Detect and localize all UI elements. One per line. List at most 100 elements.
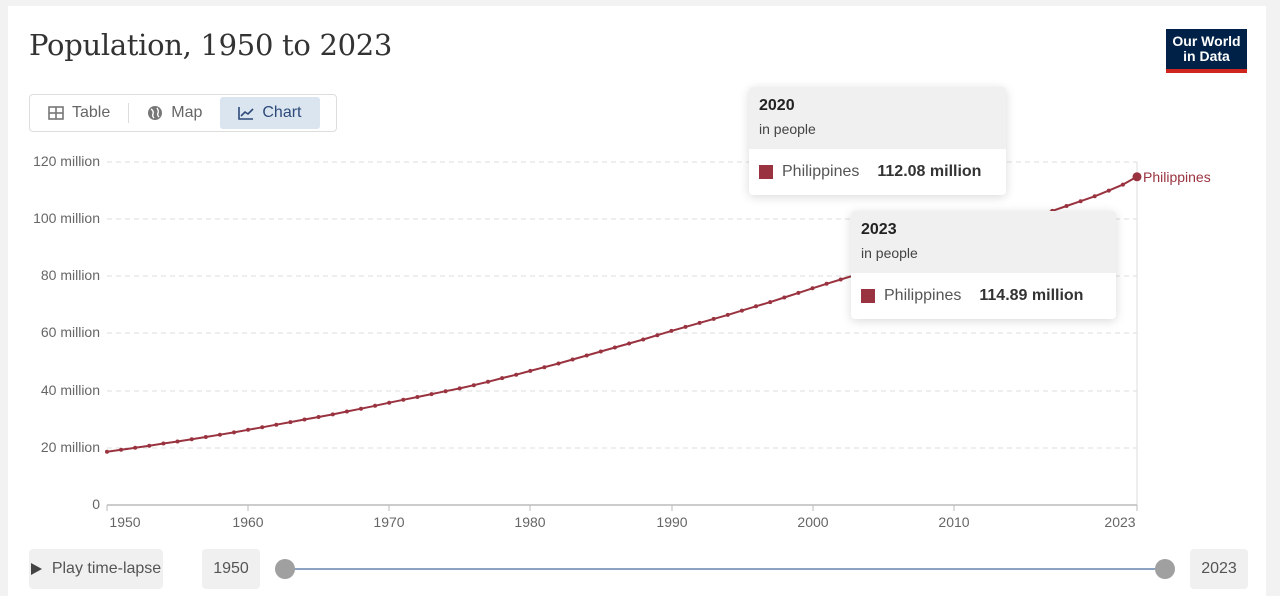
tab-table-label: Table [72, 104, 111, 121]
x-tick-label: 1990 [656, 514, 688, 530]
data-point[interactable] [655, 333, 660, 338]
timeline-track[interactable] [285, 568, 1165, 570]
line-chart-icon [238, 107, 254, 120]
data-point[interactable] [246, 427, 251, 432]
data-point[interactable] [810, 286, 815, 291]
data-point[interactable] [217, 432, 222, 437]
data-point[interactable] [782, 295, 787, 300]
data-point[interactable] [669, 328, 674, 333]
tab-chart[interactable]: Chart [220, 97, 320, 129]
tooltip-year: 2020 [759, 97, 795, 114]
tab-map[interactable]: Map [129, 95, 220, 131]
play-timelapse-button[interactable]: Play time-lapse [29, 549, 163, 589]
tooltip-entity: Philippines [782, 163, 860, 180]
data-point[interactable] [274, 422, 279, 427]
data-point[interactable] [824, 281, 829, 286]
data-point[interactable] [401, 397, 406, 402]
owid-logo[interactable]: Our World in Data [1166, 29, 1247, 73]
y-tick-label: 60 million [40, 324, 100, 340]
series-color-swatch [759, 165, 773, 179]
start-year-box[interactable]: 1950 [202, 549, 260, 589]
data-point[interactable] [105, 449, 109, 454]
data-point[interactable] [796, 290, 801, 295]
data-point[interactable] [697, 320, 702, 325]
tooltip-unit: in people [861, 245, 918, 261]
tooltip-value: 112.08 million [877, 163, 982, 180]
data-point[interactable] [429, 392, 434, 397]
tooltip-year: 2023 [861, 221, 897, 238]
data-point[interactable] [161, 441, 166, 446]
logo-line-1: Our World [1172, 33, 1241, 49]
data-point[interactable] [1106, 188, 1111, 193]
y-tick-label: 40 million [40, 382, 100, 398]
timeline-end-handle[interactable] [1155, 559, 1175, 579]
data-point[interactable] [739, 308, 744, 313]
tab-table[interactable]: Table [30, 95, 128, 131]
data-point[interactable] [1064, 204, 1069, 208]
end-point-marker [1132, 172, 1142, 182]
data-point[interactable] [232, 430, 236, 435]
data-point[interactable] [528, 368, 533, 373]
data-point[interactable] [1078, 199, 1083, 204]
data-point[interactable] [260, 425, 265, 430]
data-point[interactable] [415, 395, 420, 399]
data-point[interactable] [486, 379, 490, 384]
data-point[interactable] [443, 389, 448, 394]
data-point[interactable] [302, 417, 307, 422]
data-point[interactable] [768, 300, 773, 305]
data-point[interactable] [1092, 194, 1097, 199]
play-label: Play time-lapse [51, 560, 162, 577]
data-point[interactable] [147, 443, 152, 448]
data-point[interactable] [500, 376, 505, 381]
data-point[interactable] [344, 409, 349, 414]
y-tick-label: 20 million [40, 439, 100, 455]
data-point[interactable] [387, 400, 392, 405]
tooltip-2023: 2023 in people Philippines 114.89 millio… [851, 211, 1116, 319]
tooltip-header: 2020 in people [749, 87, 1006, 149]
data-point[interactable] [641, 337, 646, 342]
data-point[interactable] [556, 361, 561, 366]
data-point[interactable] [627, 341, 632, 346]
data-point[interactable] [316, 415, 321, 419]
page-title: Population, 1950 to 2023 [29, 28, 393, 62]
logo-line-2: in Data [1183, 48, 1230, 64]
x-tick-label: 1950 [109, 514, 141, 530]
data-point[interactable] [683, 324, 688, 329]
tooltip-entity: Philippines [884, 287, 962, 304]
x-tick-label: 2010 [938, 514, 970, 530]
data-point[interactable] [754, 304, 758, 309]
data-point[interactable] [542, 365, 547, 370]
data-point[interactable] [711, 316, 716, 321]
data-point[interactable] [133, 445, 138, 450]
x-tick-label: 1980 [514, 514, 546, 530]
data-point[interactable] [359, 406, 363, 411]
timeline-start-handle[interactable] [275, 559, 295, 579]
data-point[interactable] [288, 420, 293, 425]
data-point[interactable] [189, 437, 194, 442]
data-point[interactable] [373, 403, 378, 408]
data-point[interactable] [1120, 182, 1125, 187]
data-point[interactable] [203, 435, 208, 439]
data-point[interactable] [471, 383, 476, 388]
end-year-box[interactable]: 2023 [1190, 549, 1248, 589]
data-point[interactable] [612, 345, 617, 350]
data-point[interactable] [330, 412, 335, 417]
data-point[interactable] [119, 447, 124, 452]
series-color-swatch [861, 289, 875, 303]
x-ticks [106, 505, 1138, 511]
data-point[interactable] [457, 386, 462, 391]
data-point[interactable] [838, 277, 843, 282]
series-end-label[interactable]: Philippines [1143, 169, 1211, 185]
data-point[interactable] [598, 349, 603, 354]
tooltip-row: Philippines 114.89 million [851, 273, 1116, 319]
x-tick-label: 2000 [797, 514, 829, 530]
y-tick-label: 120 million [33, 153, 100, 169]
y-tick-label: 80 million [40, 267, 100, 283]
table-icon [48, 106, 64, 120]
data-point[interactable] [175, 439, 180, 444]
data-point[interactable] [514, 372, 519, 377]
data-point[interactable] [570, 357, 575, 362]
data-point[interactable] [584, 353, 589, 358]
data-point[interactable] [725, 312, 730, 317]
